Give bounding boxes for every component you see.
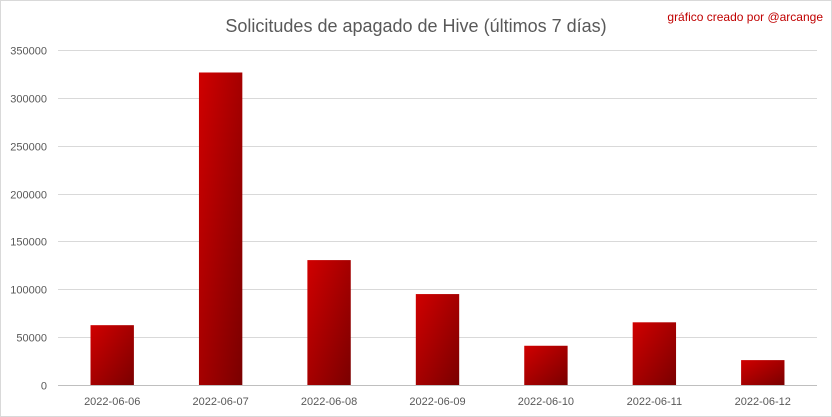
bars — [90, 72, 785, 385]
bar-2022-06-12 — [741, 360, 785, 385]
gridlines — [58, 50, 817, 386]
x-tick-label: 2022-06-11 — [627, 396, 682, 408]
x-tick-label: 2022-06-09 — [409, 396, 465, 408]
y-axis-ticks: 0 50000 100000 150000 200000 250000 300000 3500… — [10, 46, 47, 393]
y-tick-label: 100000 — [10, 285, 47, 297]
y-tick-label: 0 — [41, 381, 47, 393]
y-tick-label: 350000 — [10, 46, 47, 58]
x-tick-label: 2022-06-06 — [84, 396, 140, 408]
y-tick-label: 300000 — [10, 94, 47, 106]
bar-2022-06-06 — [90, 325, 134, 385]
x-tick-label: 2022-06-07 — [193, 396, 249, 408]
bar-2022-06-09 — [415, 294, 460, 385]
chart-title: Solicitudes de apagado de Hive (últimos … — [225, 16, 606, 36]
bar-2022-06-07 — [198, 72, 243, 385]
bar-2022-06-11 — [632, 322, 677, 385]
bar-2022-06-10 — [524, 345, 568, 385]
x-tick-label: 2022-06-12 — [735, 396, 791, 408]
bar-2022-06-08 — [307, 260, 351, 385]
chart-credit: gráfico creado por @arcange — [667, 10, 823, 24]
y-tick-label: 250000 — [10, 142, 47, 154]
x-axis-ticks: 2022-06-06 2022-06-07 2022-06-08 2022-06-09… — [84, 396, 791, 408]
y-tick-label: 200000 — [10, 190, 47, 202]
x-tick-label: 2022-06-08 — [301, 396, 357, 408]
y-tick-label: 150000 — [10, 237, 47, 249]
y-tick-label: 50000 — [16, 333, 47, 345]
x-tick-label: 2022-06-10 — [518, 396, 574, 408]
